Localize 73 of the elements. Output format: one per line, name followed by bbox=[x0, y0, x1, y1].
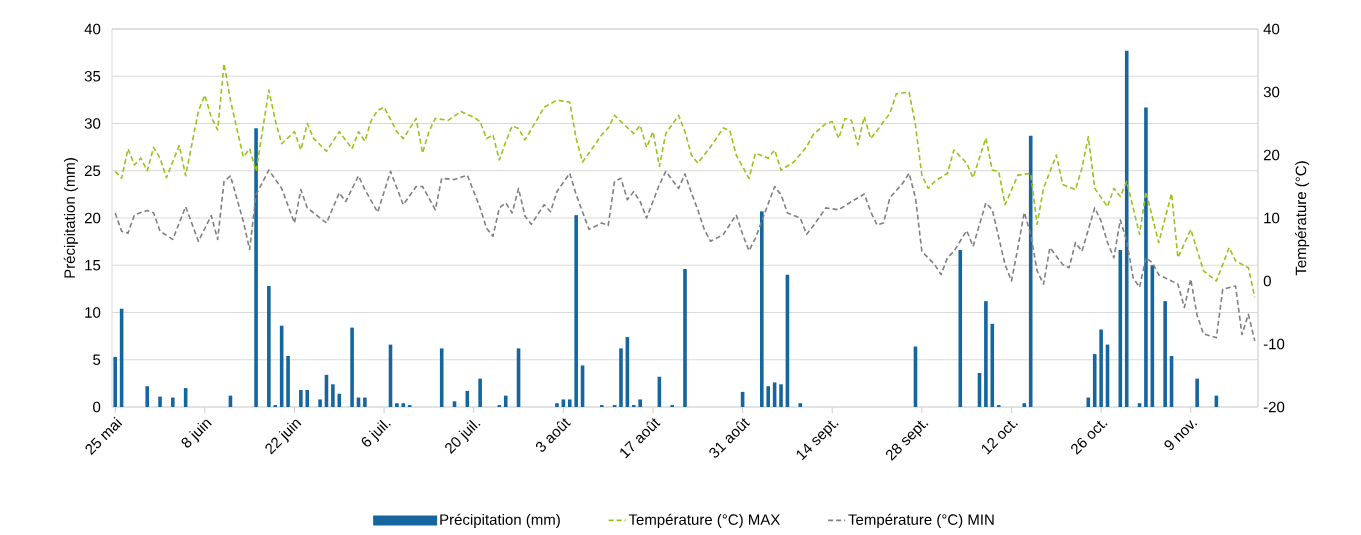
y-tick-label: 20 bbox=[84, 212, 101, 224]
bar bbox=[1195, 378, 1199, 407]
bar bbox=[452, 401, 457, 407]
y-axis-title: Précipitation (mm) bbox=[63, 158, 78, 278]
bar bbox=[958, 250, 963, 407]
x-tick-label: 22 juin bbox=[265, 419, 302, 455]
x-tick-label: 20 juil. bbox=[445, 419, 481, 454]
y-tick-label: 25 bbox=[84, 165, 101, 177]
x-tick-label: 8 juin bbox=[181, 419, 212, 448]
bar bbox=[254, 128, 258, 407]
bar bbox=[395, 403, 399, 407]
x-tick-label: 12 oct. bbox=[981, 420, 1018, 455]
y-tick-label: 10 bbox=[85, 307, 101, 318]
bar bbox=[337, 393, 342, 407]
x-tick-label: 6 juil. bbox=[361, 419, 391, 447]
x-tick-label: 26 oct. bbox=[1071, 420, 1108, 455]
y2-tick-label: 30 bbox=[1263, 86, 1280, 98]
bar bbox=[567, 399, 572, 407]
bar bbox=[1144, 107, 1148, 407]
bar bbox=[113, 356, 118, 407]
y-tick-label: 0 bbox=[93, 401, 101, 413]
bar bbox=[299, 389, 303, 407]
bar bbox=[638, 399, 642, 407]
x-tick-label: 3 août bbox=[535, 418, 571, 452]
bar bbox=[766, 386, 771, 407]
bar bbox=[990, 323, 995, 407]
bar bbox=[267, 286, 271, 407]
y2-axis-title: Température (°C) bbox=[1295, 161, 1310, 276]
bar bbox=[158, 396, 162, 407]
y2-tick-label: 10 bbox=[1264, 212, 1280, 224]
y2-tick-label: -20 bbox=[1263, 401, 1285, 413]
bar bbox=[1099, 329, 1103, 407]
bar bbox=[1092, 354, 1097, 407]
bar bbox=[683, 269, 687, 407]
bar bbox=[171, 397, 175, 407]
bar bbox=[363, 397, 367, 407]
bar bbox=[350, 327, 354, 407]
bar bbox=[1028, 135, 1033, 407]
bar bbox=[1124, 50, 1129, 407]
y2-tick-label: 20 bbox=[1263, 149, 1280, 161]
line-series bbox=[114, 169, 1256, 342]
bar bbox=[619, 348, 623, 407]
bar bbox=[478, 378, 482, 407]
bar bbox=[798, 403, 803, 407]
y-tick-label: 40 bbox=[84, 23, 101, 35]
y2-tick-label: -10 bbox=[1263, 338, 1285, 350]
bar bbox=[503, 395, 508, 407]
y-tick-label: 5 bbox=[93, 354, 101, 365]
y2-tick-label: 0 bbox=[1263, 275, 1271, 287]
bar bbox=[286, 355, 290, 407]
legend-label: Température (°C) MIN bbox=[848, 513, 994, 528]
y-tick-label: 15 bbox=[85, 260, 101, 271]
bar bbox=[331, 384, 335, 407]
bar bbox=[1163, 301, 1167, 407]
bar bbox=[1022, 403, 1027, 407]
bar bbox=[439, 348, 444, 407]
x-tick-label: 14 sept. bbox=[796, 420, 839, 461]
x-tick-label: 25 mai bbox=[85, 416, 123, 456]
x-tick-label: 28 sept. bbox=[885, 420, 929, 461]
x-tick-label: 9 nov. bbox=[1164, 420, 1198, 450]
y-tick-label: 35 bbox=[84, 70, 101, 82]
bar bbox=[574, 215, 578, 407]
bar bbox=[760, 211, 764, 407]
bar bbox=[984, 301, 988, 407]
bar bbox=[145, 386, 150, 407]
bar bbox=[779, 384, 783, 407]
bar bbox=[318, 399, 322, 407]
legend-label: Précipitation (mm) bbox=[440, 513, 560, 528]
y-tick-label: 30 bbox=[84, 118, 101, 129]
legend-label: Température (°C) MAX bbox=[628, 513, 780, 528]
bar bbox=[305, 389, 310, 407]
y2-tick-label: 40 bbox=[1263, 23, 1280, 35]
bar bbox=[555, 403, 559, 407]
